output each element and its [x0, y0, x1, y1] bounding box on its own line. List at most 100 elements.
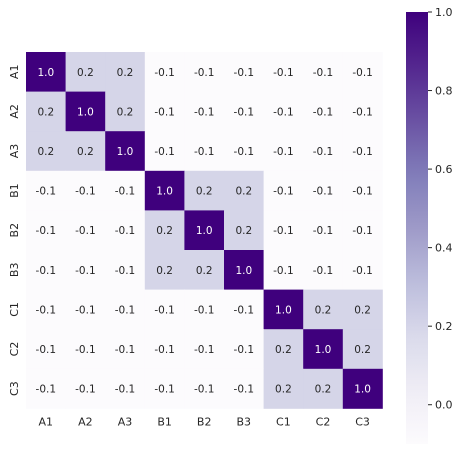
cell-value-label: -0.1 [36, 304, 57, 316]
cell-value-label: 0.2 [156, 265, 173, 277]
cell-value-label: 0.2 [77, 67, 94, 79]
cell-value-label: -0.1 [313, 265, 334, 277]
x-tick-label: A2 [78, 415, 93, 428]
cell-value-label: -0.1 [234, 344, 255, 356]
cell-value-label: -0.1 [234, 384, 255, 396]
cell-value-label: -0.1 [352, 265, 373, 277]
colorbar-tick-label: 0.0 [435, 399, 453, 412]
heatmap-cell-C3-C3 [342, 368, 383, 409]
y-axis-tick-labels: A1 A2 A3 B1 B2 B3 C1 C2 C3 [8, 65, 21, 396]
cell-value-label: -0.1 [36, 344, 57, 356]
colorbar-tick-label: 0.4 [435, 242, 453, 255]
cell-value-label: -0.1 [234, 106, 255, 118]
x-axis-tick-labels: A1 A2 A3 B1 B2 B3 C1 C2 C3 [39, 415, 370, 428]
cell-value-label: 1.0 [117, 146, 134, 158]
heatmap-cell-labels: 1.0 0.2 0.2 -0.1 -0.1 -0.1 -0.1 -0.1 -0.1 0.2 1.0 0… [36, 67, 373, 396]
cell-value-label: -0.1 [115, 225, 136, 237]
x-tick-label: B1 [157, 415, 172, 428]
heatmap-cell-C2-A2 [65, 329, 106, 370]
heatmap-cell-B1-B1 [144, 170, 185, 211]
cell-value-label: -0.1 [273, 67, 294, 79]
heatmap-cell-B2-B2 [184, 210, 225, 251]
cell-value-label: -0.1 [36, 265, 57, 277]
heatmap-cell-A2-A2 [65, 91, 106, 132]
heatmap-cell-C2-B2 [184, 329, 225, 370]
cell-value-label: -0.1 [194, 67, 215, 79]
cell-value-label: -0.1 [313, 67, 334, 79]
heatmap-cell-B2-A1 [26, 210, 66, 251]
cell-value-label: -0.1 [352, 225, 373, 237]
cell-value-label: 0.2 [156, 225, 173, 237]
cell-value-label: 1.0 [156, 186, 173, 198]
heatmap-cell-C3-A1 [26, 368, 66, 409]
cell-value-label: -0.1 [234, 67, 255, 79]
cell-value-label: -0.1 [115, 344, 136, 356]
cell-value-label: -0.1 [154, 67, 175, 79]
cell-value-label: -0.1 [194, 384, 215, 396]
heatmap-cell-A3-A1 [26, 131, 66, 172]
colorbar-tick-label: 0.8 [435, 85, 453, 98]
heatmap-cell-A3-B3 [224, 131, 264, 172]
heatmap-cell-A3-C2 [303, 131, 344, 172]
cell-value-label: -0.1 [115, 384, 136, 396]
cell-value-label: -0.1 [313, 186, 334, 198]
heatmap-cell-B3-B3 [224, 250, 264, 290]
cell-value-label: -0.1 [313, 225, 334, 237]
heatmap-cell-C3-B2 [184, 368, 225, 409]
heatmap-cell-B2-A3 [105, 210, 146, 251]
heatmap-cell-B2-B1 [144, 210, 185, 251]
x-tick-label: B3 [237, 415, 252, 428]
heatmap-cell-C1-C1 [263, 289, 304, 330]
x-tick-label: C2 [316, 415, 331, 428]
heatmap-cells [26, 52, 383, 409]
cell-value-label: -0.1 [234, 146, 255, 158]
cell-value-label: 0.2 [315, 304, 332, 316]
heatmap-cell-A1-A2 [65, 52, 106, 92]
cell-value-label: -0.1 [352, 106, 373, 118]
heatmap-cell-B1-B3 [224, 170, 264, 211]
cell-value-label: -0.1 [273, 225, 294, 237]
cell-value-label: 1.0 [354, 384, 371, 396]
heatmap-cell-A2-C3 [342, 91, 383, 132]
colorbar-tick-label: 0.6 [435, 163, 453, 176]
cell-value-label: -0.1 [273, 265, 294, 277]
cell-value-label: -0.1 [194, 146, 215, 158]
cell-value-label: 0.2 [117, 67, 134, 79]
cell-value-label: -0.1 [115, 304, 136, 316]
cell-value-label: -0.1 [115, 265, 136, 277]
heatmap-cell-A1-A1 [26, 52, 66, 92]
heatmap-cell-C2-B1 [144, 329, 185, 370]
heatmap-cell-A1-B2 [184, 52, 225, 92]
cell-value-label: -0.1 [75, 344, 96, 356]
heatmap-cell-C3-C1 [263, 368, 304, 409]
heatmap-cell-B3-C3 [342, 250, 383, 290]
cell-value-label: -0.1 [75, 304, 96, 316]
cell-value-label: -0.1 [36, 186, 57, 198]
cell-value-label: -0.1 [194, 304, 215, 316]
cell-value-label: 1.0 [315, 344, 332, 356]
heatmap-cell-C1-B2 [184, 289, 225, 330]
heatmap-cell-B2-B3 [224, 210, 264, 251]
heatmap-cell-C1-C2 [303, 289, 344, 330]
heatmap-cell-C2-A1 [26, 329, 66, 370]
cell-value-label: -0.1 [273, 146, 294, 158]
heatmap-cell-A2-A3 [105, 91, 146, 132]
x-tick-label: B2 [197, 415, 212, 428]
heatmap-cell-B1-C3 [342, 170, 383, 211]
heatmap-cell-B3-A2 [65, 250, 106, 290]
heatmap-cell-A1-A3 [105, 52, 146, 92]
cell-value-label: 0.2 [196, 265, 213, 277]
heatmap-cell-C3-B1 [144, 368, 185, 409]
heatmap-cell-A1-C3 [342, 52, 383, 92]
cell-value-label: -0.1 [154, 106, 175, 118]
heatmap-cell-B2-A2 [65, 210, 106, 251]
cell-value-label: -0.1 [75, 265, 96, 277]
x-tick-label: C1 [276, 415, 291, 428]
cell-value-label: -0.1 [154, 304, 175, 316]
cell-value-label: -0.1 [154, 384, 175, 396]
cell-value-label: 0.2 [235, 225, 252, 237]
heatmap-cell-A3-A3 [105, 131, 146, 172]
cell-value-label: 0.2 [37, 106, 54, 118]
